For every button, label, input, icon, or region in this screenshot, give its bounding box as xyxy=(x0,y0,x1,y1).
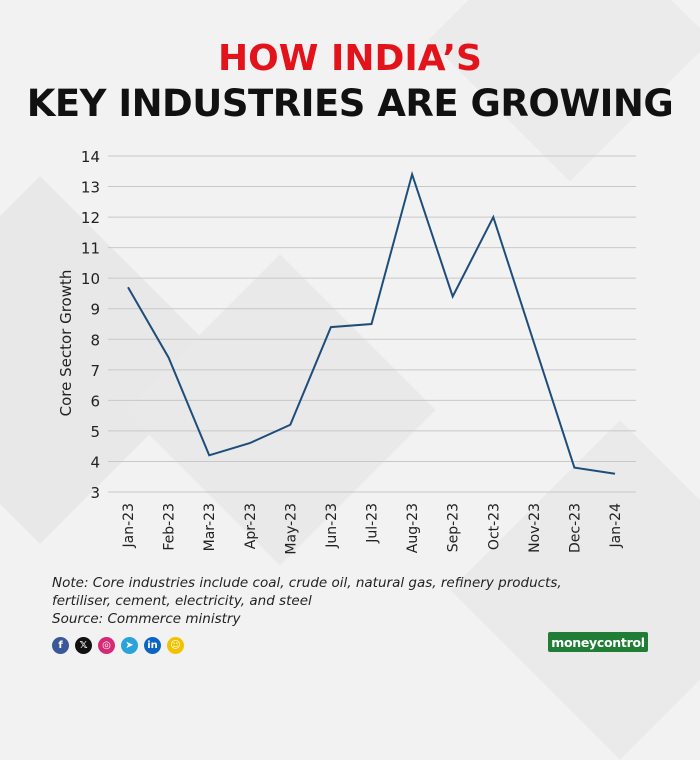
grid-lines xyxy=(108,155,636,493)
y-tick-label: 6 xyxy=(90,392,100,410)
x-tick-label: Jun-23 xyxy=(324,503,340,549)
x-tick-label: Mar-23 xyxy=(202,503,218,551)
y-tick-label: 7 xyxy=(90,362,100,380)
line-chart: 3 4 5 6 7 8 9 10 11 12 13 14 Jan-23 Feb-23 Mar-23 Apr-… xyxy=(57,148,636,555)
linkedin-icon[interactable]: in xyxy=(144,637,161,654)
x-tick-label: Jan-23 xyxy=(121,503,137,548)
y-tick-label: 9 xyxy=(90,301,100,319)
y-tick-label: 12 xyxy=(81,209,100,227)
note-line-1: Note: Core industries include coal, crud… xyxy=(52,575,562,591)
x-tick-label: Feb-23 xyxy=(162,503,178,551)
y-tick-label: 10 xyxy=(81,270,100,288)
note-line-2: fertiliser, cement, electricity, and ste… xyxy=(52,593,312,609)
y-tick-label: 4 xyxy=(90,453,100,471)
x-tick-label: Jan-24 xyxy=(608,503,624,549)
title-line-1: HOW INDIA’S xyxy=(218,38,482,79)
title-line-2: KEY INDUSTRIES ARE GROWING xyxy=(26,82,674,125)
x-tick-label: Dec-23 xyxy=(567,503,583,553)
y-axis-ticks: 3 4 5 6 7 8 9 10 11 12 13 14 xyxy=(81,148,100,502)
instagram-icon[interactable]: ◎ xyxy=(98,637,115,654)
x-tick-label: Sep-23 xyxy=(446,503,462,552)
source-line: Source: Commerce ministry xyxy=(52,611,241,627)
x-icon[interactable]: 𝕏 xyxy=(75,637,92,654)
x-tick-label: Nov-23 xyxy=(527,503,543,553)
x-tick-label: May-23 xyxy=(283,503,299,555)
y-tick-label: 5 xyxy=(90,423,100,441)
moneycontrol-logo: moneycontrol xyxy=(548,632,648,652)
series-group xyxy=(127,170,616,475)
x-tick-label: Oct-23 xyxy=(486,503,502,550)
series-line xyxy=(127,170,616,475)
social-icons: f 𝕏 ◎ ➤ in ☺ xyxy=(52,637,184,654)
y-tick-label: 14 xyxy=(81,148,100,166)
y-tick-label: 11 xyxy=(81,240,100,258)
y-tick-label: 8 xyxy=(90,331,100,349)
snapchat-icon[interactable]: ☺ xyxy=(167,637,184,654)
y-tick-label: 3 xyxy=(90,484,100,502)
x-tick-label: Aug-23 xyxy=(405,503,421,553)
facebook-icon[interactable]: f xyxy=(52,637,69,654)
y-tick-label: 13 xyxy=(81,179,100,197)
telegram-icon[interactable]: ➤ xyxy=(121,637,138,654)
y-axis-label: Core Sector Growth xyxy=(57,270,75,417)
notes-block: Note: Core industries include coal, crud… xyxy=(52,574,672,628)
x-tick-label: Apr-23 xyxy=(243,503,259,549)
x-tick-label: Jul-23 xyxy=(365,503,381,544)
x-axis-ticks: Jan-23 Feb-23 Mar-23 Apr-23 May-23 Jun-23 Jul-… xyxy=(121,503,624,555)
